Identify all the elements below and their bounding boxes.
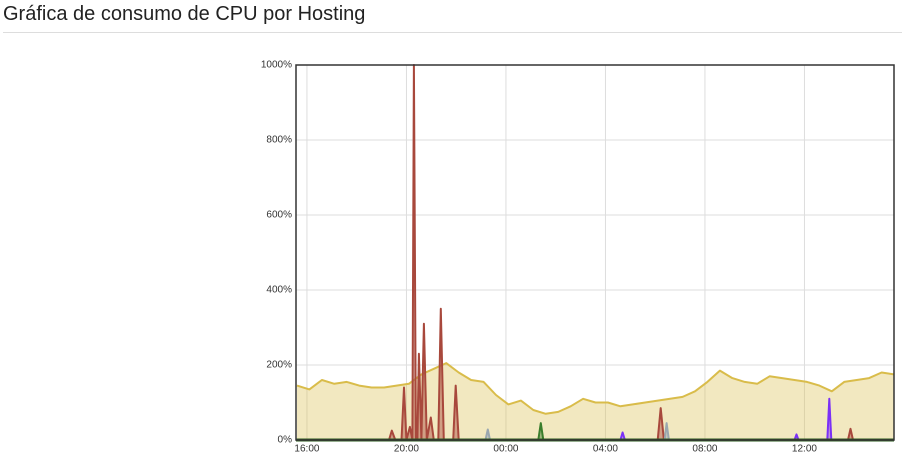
x-tick-label: 16:00 (294, 444, 319, 454)
plot-frame (295, 64, 895, 441)
y-tick-label: 1000% (261, 60, 292, 71)
y-tick-label: 0% (278, 435, 293, 446)
series-line (296, 362, 895, 415)
y-tick-label: 800% (266, 135, 292, 146)
page-title: Gráfica de consumo de CPU por Hosting (3, 3, 366, 25)
y-tick-label: 200% (266, 360, 292, 371)
x-tick-label: 00:00 (493, 444, 518, 454)
x-tick-label: 12:00 (792, 444, 817, 454)
y-tick-label: 400% (266, 285, 292, 296)
x-tick-label: 04:00 (593, 444, 618, 454)
y-tick-label: 600% (266, 210, 292, 221)
divider (3, 32, 902, 33)
x-tick-label: 08:00 (692, 444, 717, 454)
series-line (297, 397, 894, 441)
x-tick-label: 20:00 (394, 444, 419, 454)
